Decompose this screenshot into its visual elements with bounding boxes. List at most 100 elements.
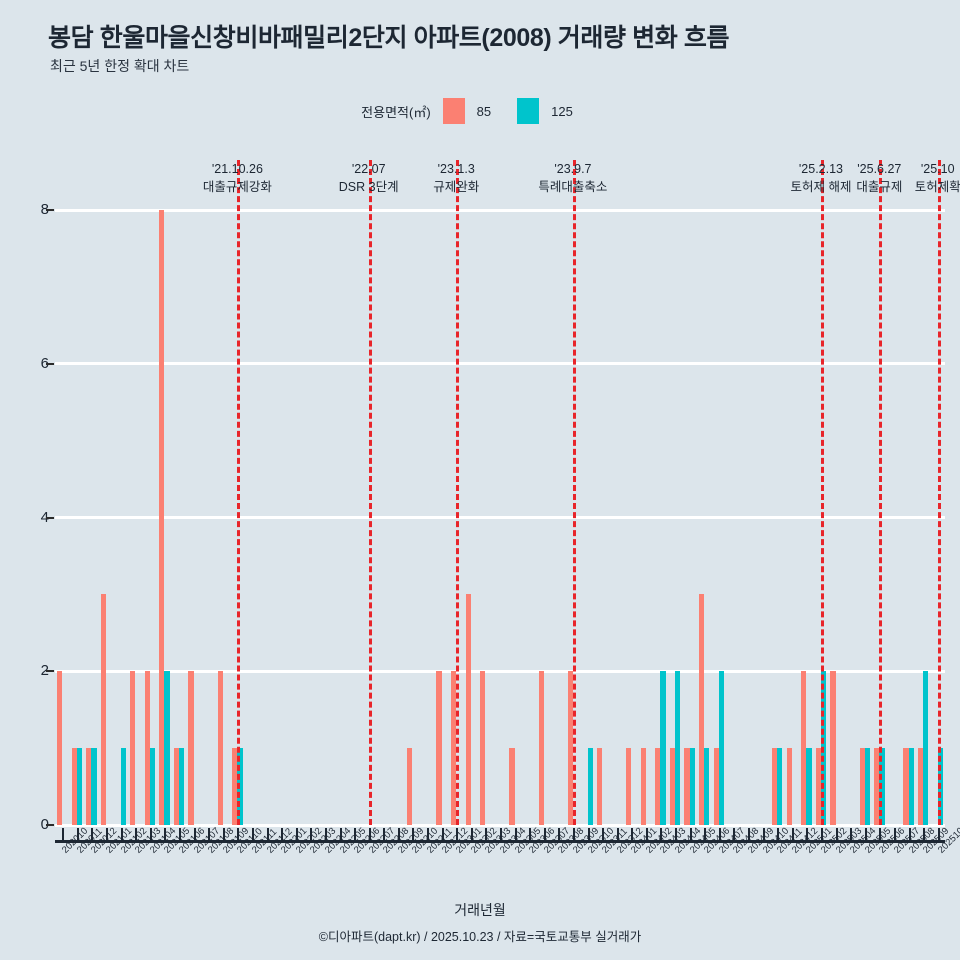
bar-202106-85[interactable] [173, 748, 179, 825]
chart-footer: ©디아파트(dapt.kr) / 2025.10.23 / 자료=국토교통부 실… [318, 930, 642, 944]
event-label: 특례대출축소 [538, 180, 608, 195]
bar-202404-125[interactable] [675, 671, 681, 825]
x-axis-line [55, 840, 945, 843]
bar-202011-125[interactable] [76, 748, 83, 825]
bar-202107-85[interactable] [188, 671, 194, 825]
event-date: '23.9.7 [554, 162, 592, 176]
event-label: 대출규제강화 [202, 180, 272, 195]
legend-item-125[interactable]: 125 [517, 98, 573, 124]
x-tick-mark [689, 828, 692, 841]
bar-202509-85[interactable] [917, 748, 924, 825]
x-tick-mark [675, 828, 678, 841]
bar-202508-125[interactable] [908, 748, 914, 825]
x-tick-mark [762, 828, 765, 841]
bar-202302-85[interactable] [465, 594, 471, 825]
x-tick-mark [631, 828, 634, 841]
bar-202407-85[interactable] [713, 748, 719, 825]
bar-202103-85[interactable] [130, 671, 136, 825]
bar-202212-85[interactable] [436, 671, 442, 825]
bar-202105-125[interactable] [164, 671, 170, 825]
x-tick-mark [251, 828, 254, 841]
bar-202502-85[interactable] [815, 748, 821, 825]
bar-202406-85[interactable] [699, 594, 705, 825]
event-annotation-202309: '23.9.7 특례대출축소 [538, 160, 607, 196]
legend-swatch-125 [517, 98, 540, 124]
x-tick-mark [76, 828, 79, 841]
bar-202311-85[interactable] [596, 748, 603, 825]
legend-item-85[interactable]: 85 [442, 98, 491, 124]
x-tick-mark [383, 828, 386, 841]
x-tick-mark [164, 828, 167, 841]
y-tick-mark [46, 516, 54, 519]
bar-202012-85[interactable] [86, 748, 92, 825]
y-tick-label: 8 [40, 201, 49, 218]
bar-202105-85[interactable] [159, 210, 165, 825]
x-tick-mark [864, 828, 867, 841]
x-tick-mark [660, 828, 663, 841]
bar-202303-85[interactable] [480, 671, 486, 825]
bar-202501-125[interactable] [806, 748, 812, 825]
bar-202305-85[interactable] [509, 748, 515, 825]
event-marker-line-202506 [879, 160, 883, 825]
bar-202404-85[interactable] [669, 748, 676, 825]
x-tick-mark [135, 828, 138, 841]
bar-202010-85[interactable] [57, 671, 63, 825]
y-gridline [55, 208, 945, 212]
bar-202307-85[interactable] [538, 671, 544, 825]
bar-202411-85[interactable] [772, 748, 778, 825]
bar-202505-85[interactable] [859, 748, 865, 825]
chart-subtitle: 최근 5년 한정 확대 차트 [50, 58, 190, 74]
plot-area: 0 2 4 6 8 [41, 160, 945, 833]
bar-202509-125[interactable] [923, 671, 929, 825]
bar-202403-125[interactable] [660, 671, 666, 825]
x-tick-mark [179, 828, 182, 841]
x-tick-mark [106, 828, 109, 841]
x-tick-mark [645, 828, 648, 841]
bar-202104-125[interactable] [149, 748, 156, 825]
event-annotation-202502: '25.2.13 토허제 해제 [790, 160, 851, 196]
x-tick-mark [908, 828, 911, 841]
event-date: '25.6.27 [857, 162, 902, 176]
bar-202402-85[interactable] [640, 748, 646, 825]
x-tick-mark [602, 828, 605, 841]
x-tick-mark [529, 828, 532, 841]
legend-label-125: 125 [551, 103, 573, 119]
bar-202011-85[interactable] [71, 748, 77, 825]
bar-202405-85[interactable] [684, 748, 690, 825]
bar-202101-85[interactable] [100, 594, 107, 825]
bar-202501-85[interactable] [801, 671, 807, 825]
x-tick-mark [456, 828, 459, 841]
event-date: '25.10 [920, 162, 955, 176]
bar-202412-85[interactable] [786, 748, 792, 825]
bar-202104-85[interactable] [144, 671, 150, 825]
x-tick-mark [806, 828, 809, 841]
bar-202301-85[interactable] [451, 671, 457, 825]
bar-202110-85[interactable] [232, 748, 238, 825]
bar-202406-125[interactable] [704, 748, 710, 825]
x-tick-mark [310, 828, 313, 841]
bar-202407-125[interactable] [718, 671, 725, 825]
bar-202109-85[interactable] [217, 671, 223, 825]
event-marker-line-202309 [572, 160, 576, 825]
bar-202102-125[interactable] [120, 748, 126, 825]
bar-202310-125[interactable] [587, 748, 593, 825]
bar-202012-125[interactable] [91, 748, 97, 825]
bar-202401-85[interactable] [626, 748, 632, 825]
bar-202503-85[interactable] [830, 671, 836, 825]
x-tick-mark [514, 828, 517, 841]
event-label: DSR 3단계 [338, 180, 399, 195]
bar-202505-125[interactable] [864, 748, 870, 825]
y-tick-mark [46, 362, 54, 365]
x-tick-mark [149, 828, 152, 841]
bar-202508-85[interactable] [903, 748, 909, 825]
bar-202411-125[interactable] [777, 748, 783, 825]
bar-202309-85[interactable] [567, 671, 573, 825]
bar-202210-85[interactable] [407, 748, 413, 825]
bar-202106-125[interactable] [179, 748, 185, 825]
event-marker-line-202301 [456, 160, 460, 825]
y-tick-mark [46, 670, 54, 673]
bar-202403-85[interactable] [655, 748, 661, 825]
bar-202506-85[interactable] [874, 748, 880, 825]
bar-202405-125[interactable] [689, 748, 695, 825]
x-tick-mark [120, 828, 123, 841]
